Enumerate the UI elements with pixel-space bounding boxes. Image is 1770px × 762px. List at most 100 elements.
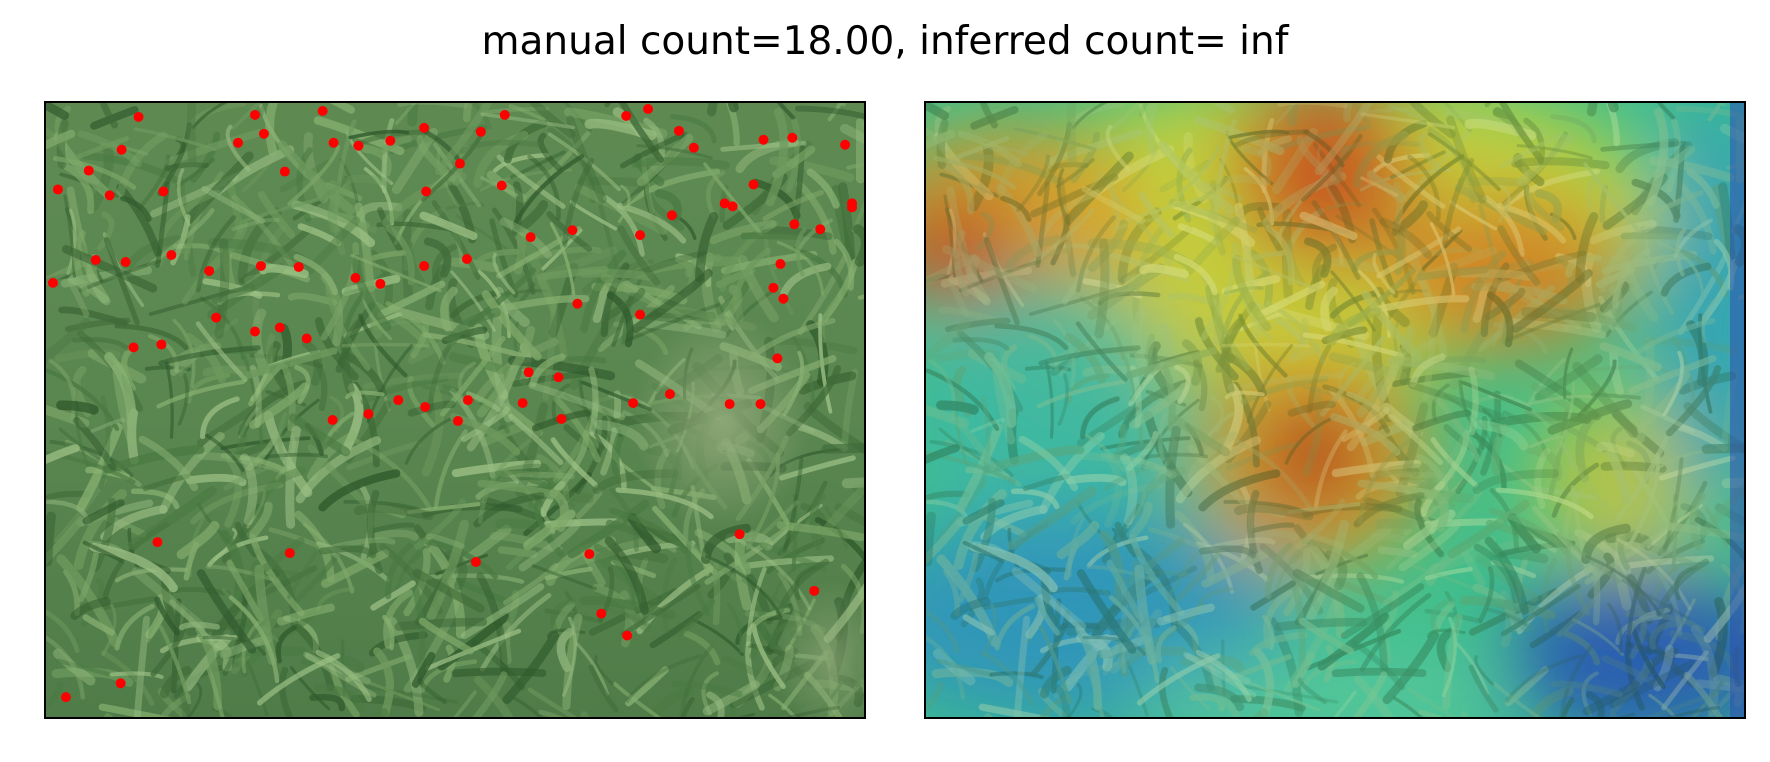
leaf-stroke (506, 523, 552, 571)
leaf-stroke (1117, 610, 1141, 678)
leaf-stroke (362, 244, 383, 339)
leaf-stroke (1303, 573, 1405, 584)
leaf-stroke (1660, 262, 1712, 297)
leaf-stroke (1117, 207, 1162, 283)
leaf-stroke (1626, 440, 1652, 485)
leaf-stroke (1599, 184, 1609, 224)
leaf-stroke (159, 666, 192, 699)
leaf-stroke (315, 541, 390, 583)
leaf-stroke (1595, 266, 1636, 289)
leaf-stroke (1101, 588, 1160, 643)
leaf-stroke (996, 131, 1048, 197)
leaf-stroke (1441, 616, 1457, 698)
leaf-stroke (1082, 635, 1146, 656)
leaf-stroke (1375, 518, 1418, 531)
leaf-stroke (476, 325, 536, 418)
leaf-stroke (1512, 525, 1571, 549)
leaf-stroke (1481, 408, 1503, 438)
leaf-stroke (64, 317, 131, 333)
annotation-dot (301, 333, 312, 344)
leaf-stroke (1053, 661, 1125, 699)
leaf-stroke (1250, 250, 1287, 261)
leaf-stroke (1709, 597, 1728, 678)
leaf-stroke (1136, 653, 1221, 706)
leaf-stroke (1516, 144, 1593, 160)
leaf-stroke (1625, 566, 1647, 647)
leaf-stroke (511, 200, 549, 237)
leaf-stroke (1302, 332, 1405, 359)
annotation-dot (279, 166, 290, 177)
leaf-stroke (1221, 274, 1281, 296)
leaf-stroke (1457, 176, 1528, 188)
annotation-dot (517, 398, 528, 409)
leaf-stroke (1405, 246, 1482, 261)
leaf-stroke (321, 549, 390, 588)
leaf-stroke (1301, 384, 1324, 477)
leaf-stroke (1147, 341, 1174, 397)
leaf-stroke (1355, 480, 1428, 500)
leaf-stroke (744, 555, 834, 569)
leaf-stroke (939, 172, 1000, 198)
leaf-stroke (1111, 217, 1160, 231)
leaf-stroke (1380, 621, 1392, 665)
leaf-stroke (1425, 536, 1497, 586)
leaf-stroke (231, 217, 280, 231)
leaf-stroke (1562, 347, 1574, 400)
leaf-stroke (1079, 396, 1120, 440)
leaf-stroke (301, 339, 323, 386)
leaf-stroke (377, 280, 446, 318)
leaf-stroke (1393, 232, 1406, 275)
leaf-stroke (1625, 452, 1660, 550)
leaf-stroke (1527, 394, 1592, 406)
leaf-stroke (290, 666, 331, 711)
leaf-stroke (183, 633, 232, 692)
leaf-stroke (214, 238, 230, 339)
leaf-stroke (1011, 567, 1087, 631)
leaf-stroke (1113, 438, 1162, 461)
leaf-stroke (1368, 463, 1430, 483)
annotation-dot (643, 103, 654, 114)
leaf-stroke (515, 402, 549, 498)
leaf-stroke (544, 566, 593, 581)
leaf-stroke (1290, 317, 1310, 359)
leaf-stroke (1500, 583, 1581, 637)
leaf-stroke (1125, 193, 1215, 222)
leaf-stroke (1039, 693, 1071, 717)
leaf-stroke (1675, 180, 1717, 255)
leaf-stroke (1076, 633, 1113, 672)
leaf-stroke (1302, 503, 1403, 518)
leaf-stroke (1386, 523, 1432, 571)
annotation-dot (525, 232, 536, 243)
leaf-stroke (368, 522, 415, 534)
heat-blob (1125, 639, 1524, 717)
leaf-stroke (1082, 278, 1143, 299)
leaf-stroke (1234, 202, 1255, 292)
leaf-stroke (1290, 531, 1317, 565)
leaf-stroke (52, 156, 137, 190)
leaf-stroke (1139, 568, 1191, 578)
blurred-corner (772, 579, 864, 717)
leaf-stroke (1583, 162, 1644, 237)
leaf-stroke (1063, 151, 1134, 225)
leaf-stroke (1108, 595, 1160, 684)
leaf-stroke (227, 624, 269, 717)
leaf-stroke (1612, 659, 1653, 709)
leaf-stroke (1351, 248, 1400, 273)
leaf-stroke (1581, 523, 1631, 565)
leaf-stroke (1096, 646, 1187, 660)
leaf-stroke (1381, 466, 1436, 535)
leaf-stroke (175, 158, 215, 189)
leaf-stroke (446, 201, 485, 211)
leaf-stroke (600, 390, 622, 476)
leaf-stroke (936, 119, 949, 170)
leaf-stroke (1199, 545, 1257, 559)
leaf-stroke (1170, 666, 1211, 711)
leaf-stroke (685, 539, 711, 617)
heat-blob (1503, 569, 1744, 717)
leaf-stroke (47, 358, 76, 421)
leaf-stroke (1520, 401, 1575, 470)
leaf-stroke (297, 223, 342, 247)
leaf-stroke (537, 132, 563, 172)
leaf-stroke (676, 598, 716, 638)
leaf-stroke (1161, 364, 1176, 432)
